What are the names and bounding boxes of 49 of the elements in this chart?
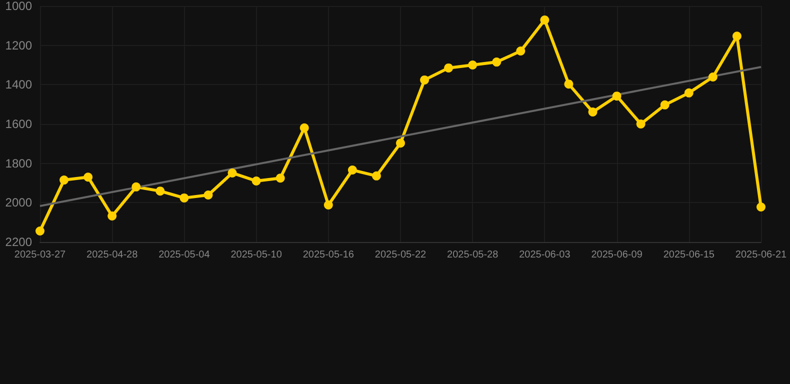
point: [636, 120, 646, 128]
y-tick-label: 1400: [5, 78, 32, 92]
point: [564, 80, 574, 89]
y-tick-label: 1600: [5, 117, 32, 131]
point: [684, 88, 694, 98]
point: [36, 226, 44, 236]
point: [660, 100, 670, 110]
point: [516, 46, 526, 56]
point: [588, 108, 598, 116]
point: [228, 168, 237, 178]
point: [540, 15, 550, 24]
x-tick-label: 2025-06-21: [735, 250, 788, 260]
x-tick-label: 2025-05-10: [230, 250, 282, 260]
point: [372, 171, 381, 180]
y-tick-label: 1800: [5, 156, 32, 170]
point: [276, 174, 285, 183]
point: [180, 193, 189, 202]
point: [492, 58, 502, 67]
point: [756, 202, 766, 212]
y-tick-label: 1000: [5, 0, 32, 13]
point: [612, 92, 622, 101]
x-tick-label: 2025-04-28: [86, 250, 138, 260]
point: [324, 200, 333, 210]
x-tick-label: 2025-06-15: [663, 250, 715, 260]
point: [420, 75, 430, 84]
x-tick-label: 2025-06-03: [519, 250, 571, 260]
x-tick-label: 2025-05-28: [447, 250, 499, 260]
point: [396, 138, 405, 148]
x-tick-label: 2025-05-04: [158, 250, 210, 260]
point: [732, 32, 742, 41]
y-tick-label: 1200: [5, 38, 32, 52]
point: [108, 212, 117, 221]
point: [132, 182, 141, 192]
point: [300, 123, 309, 132]
point: [348, 166, 357, 175]
point: [156, 186, 165, 196]
point: [204, 190, 213, 200]
point: [444, 63, 454, 72]
point: [84, 172, 93, 182]
point: [60, 176, 69, 185]
x-tick-label: 2025-03-27: [14, 250, 66, 260]
x-tick-label: 2025-05-22: [374, 250, 427, 260]
point: [708, 72, 718, 82]
x-tick-label: 2025-05-16: [302, 250, 354, 260]
y-tick-label: 2000: [5, 196, 32, 210]
point: [252, 176, 261, 186]
point: [468, 60, 478, 70]
y-tick-label: 2200: [5, 235, 32, 249]
x-tick-label: 2025-06-09: [591, 250, 643, 260]
